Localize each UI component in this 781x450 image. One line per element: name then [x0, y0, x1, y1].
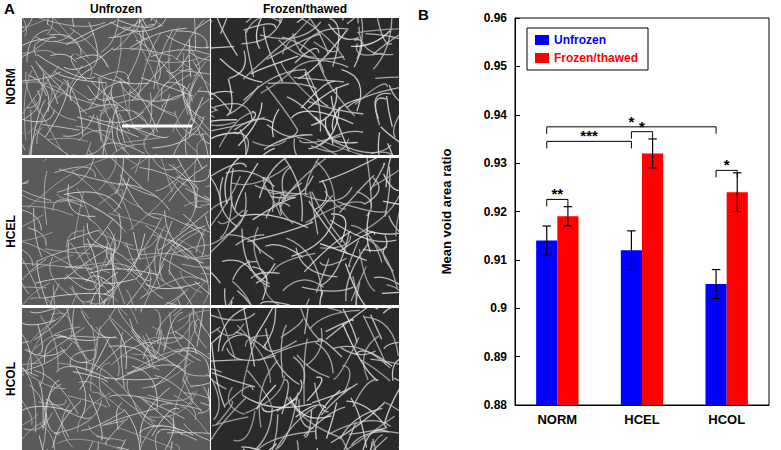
svg-text:Mean void area ratio: Mean void area ratio: [439, 149, 454, 275]
svg-text:0.94: 0.94: [484, 108, 508, 122]
svg-text:B: B: [418, 6, 429, 23]
svg-text:A: A: [4, 0, 15, 17]
svg-text:Unfrozen: Unfrozen: [554, 33, 606, 47]
svg-text:HCEL: HCEL: [624, 412, 659, 427]
svg-text:Unfrozen: Unfrozen: [90, 2, 142, 16]
svg-text:0.95: 0.95: [484, 59, 508, 73]
svg-text:**: **: [551, 185, 563, 202]
svg-text:NORM: NORM: [4, 68, 18, 105]
svg-text:0.91: 0.91: [484, 253, 508, 267]
svg-text:0.88: 0.88: [484, 398, 508, 412]
svg-text:0.96: 0.96: [484, 11, 508, 25]
svg-text:***: ***: [580, 127, 598, 144]
svg-text:NORM: NORM: [537, 412, 577, 427]
svg-text:0.9: 0.9: [490, 301, 507, 315]
svg-text:0.89: 0.89: [484, 350, 508, 364]
svg-text:0.92: 0.92: [484, 205, 508, 219]
svg-text:Frozen/thawed: Frozen/thawed: [554, 51, 638, 65]
svg-text:HCOL: HCOL: [708, 412, 745, 427]
svg-text:0.93: 0.93: [484, 156, 508, 170]
svg-text:Frozen/thawed: Frozen/thawed: [263, 2, 347, 16]
svg-text:HCEL: HCEL: [4, 215, 18, 248]
svg-text:HCOL: HCOL: [4, 362, 18, 396]
svg-text:*: *: [639, 118, 645, 135]
svg-text:*: *: [628, 113, 634, 130]
svg-text:*: *: [724, 156, 730, 173]
